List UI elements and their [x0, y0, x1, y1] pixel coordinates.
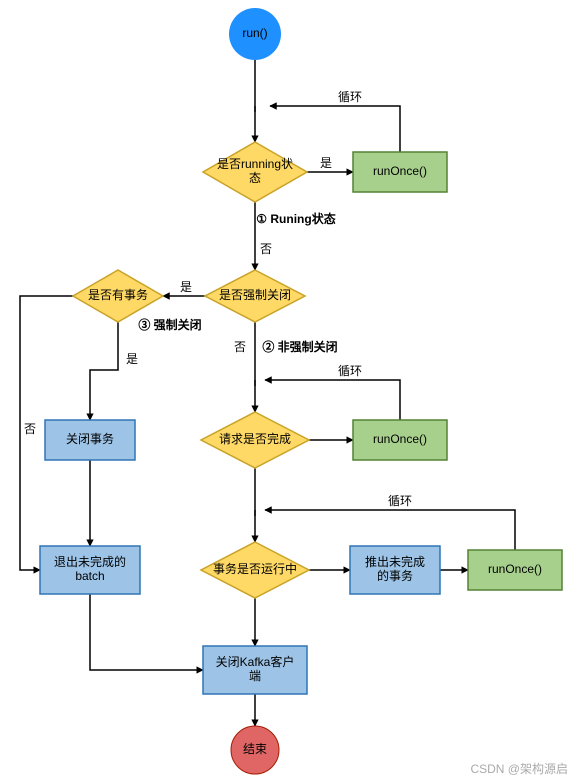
- svg-text:runOnce(): runOnce(): [373, 432, 427, 446]
- svg-text:结束: 结束: [243, 742, 267, 756]
- nodes-layer: run() 是否running状态 runOnce() 是否强制关闭 是否有事务请求是否…: [40, 8, 562, 774]
- node-push_tx: 推出未完成的事务: [350, 546, 440, 594]
- node-run_once_1: runOnce(): [353, 152, 447, 192]
- node-exit_batch: 退出未完成的batch: [40, 546, 140, 594]
- node-d_has_tx: 是否有事务: [73, 270, 163, 322]
- node-end: 结束: [231, 726, 279, 774]
- watermark: CSDN @架构源启: [470, 761, 568, 776]
- edge-label-e4: 是: [180, 280, 192, 294]
- node-run_once_2: runOnce(): [353, 420, 447, 460]
- edge-label-e12: 是: [126, 352, 138, 366]
- svg-text:run(): run(): [242, 26, 267, 40]
- svg-text:是否强制关闭: 是否强制关闭: [219, 288, 291, 302]
- edge-label-e2: 是: [320, 156, 332, 170]
- svg-text:runOnce(): runOnce(): [488, 562, 542, 576]
- node-close_tx: 关闭事务: [45, 420, 135, 460]
- edge-loop2: [265, 380, 400, 420]
- edge-label-loop1: 循环: [338, 90, 362, 104]
- edge-label-loop3: 循环: [388, 494, 412, 508]
- edge-label-e15: 否: [24, 422, 36, 436]
- edge-loop1: [270, 106, 400, 152]
- annotation-2: ③ 强制关闭: [138, 317, 201, 332]
- edge-loop3: [265, 510, 515, 550]
- node-run: run(): [229, 8, 281, 60]
- edge-e14: [90, 594, 203, 670]
- node-d_running: 是否running状态: [203, 142, 307, 202]
- svg-text:请求是否完成: 请求是否完成: [219, 431, 291, 446]
- edge-label-e3: 否: [260, 242, 272, 256]
- annotation-0: ① Runing状态: [256, 211, 335, 226]
- edge-e12: [90, 322, 118, 420]
- edge-label-loop2: 循环: [338, 364, 362, 378]
- node-close_kafka: 关闭Kafka客户端: [203, 646, 307, 694]
- edge-label-e5: 否: [234, 340, 246, 354]
- node-d_req_done: 请求是否完成: [201, 412, 309, 468]
- svg-text:runOnce(): runOnce(): [373, 164, 427, 178]
- node-d_force: 是否强制关闭: [205, 270, 305, 322]
- svg-text:是否有事务: 是否有事务: [88, 287, 148, 302]
- svg-text:关闭事务: 关闭事务: [66, 431, 114, 446]
- svg-text:事务是否运行中: 事务是否运行中: [213, 561, 297, 576]
- node-run_once_3: runOnce(): [468, 550, 562, 590]
- annotation-1: ② 非强制关闭: [262, 339, 337, 354]
- node-d_tx_running: 事务是否运行中: [201, 542, 309, 598]
